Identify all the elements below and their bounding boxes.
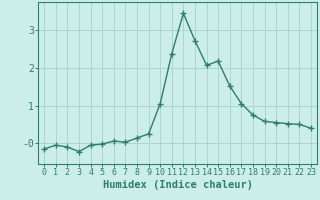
X-axis label: Humidex (Indice chaleur): Humidex (Indice chaleur): [103, 180, 252, 190]
